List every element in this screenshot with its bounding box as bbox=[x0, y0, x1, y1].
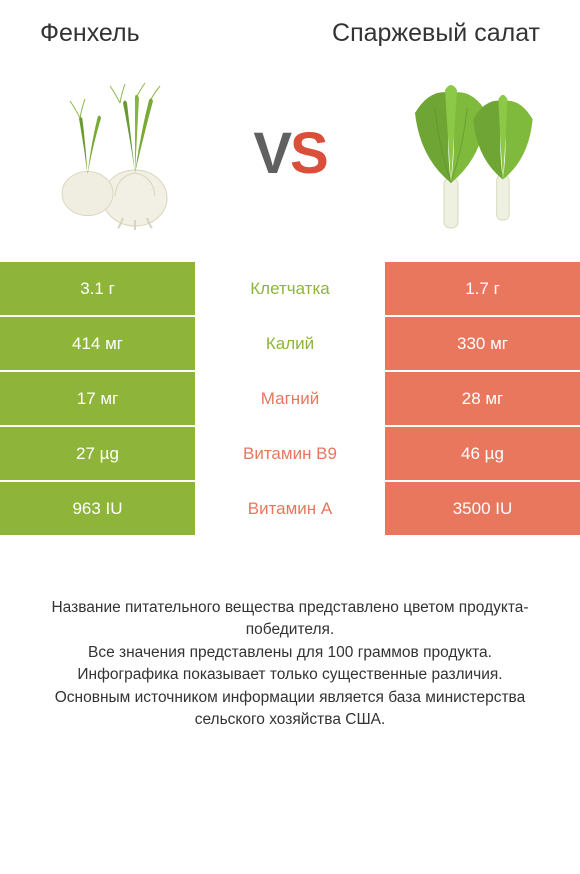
nutrient-label: Магний bbox=[195, 372, 385, 425]
footer-line: Все значения представлены для 100 граммо… bbox=[28, 642, 552, 664]
vs-letter-s: S bbox=[290, 121, 327, 186]
header: Фенхель Спаржевый салат bbox=[0, 0, 580, 56]
nutrient-row: 3.1 гКлетчатка1.7 г bbox=[0, 262, 580, 317]
footer-line: Название питательного вещества представл… bbox=[28, 597, 552, 642]
right-value: 1.7 г bbox=[385, 262, 580, 315]
nutrient-label: Калий bbox=[195, 317, 385, 370]
nutrient-label: Клетчатка bbox=[195, 262, 385, 315]
right-value: 330 мг bbox=[385, 317, 580, 370]
left-value: 414 мг bbox=[0, 317, 195, 370]
fennel-illustration bbox=[40, 68, 210, 238]
right-value: 28 мг bbox=[385, 372, 580, 425]
nutrient-row: 27 µgВитамин B946 µg bbox=[0, 427, 580, 482]
celtuce-illustration bbox=[370, 68, 540, 238]
footer-line: Основным источником информации является … bbox=[28, 687, 552, 732]
left-value: 17 мг bbox=[0, 372, 195, 425]
left-value: 963 IU bbox=[0, 482, 195, 535]
footer-line: Инфографика показывает только существенн… bbox=[28, 664, 552, 686]
right-value: 3500 IU bbox=[385, 482, 580, 535]
nutrient-label: Витамин B9 bbox=[195, 427, 385, 480]
left-product-image bbox=[40, 68, 210, 238]
left-product-title: Фенхель bbox=[40, 18, 290, 48]
right-value: 46 µg bbox=[385, 427, 580, 480]
footer-notes: Название питательного вещества представл… bbox=[0, 537, 580, 732]
product-images-row: VS bbox=[0, 56, 580, 262]
nutrient-row: 963 IUВитамин A3500 IU bbox=[0, 482, 580, 537]
vs-letter-v: V bbox=[253, 121, 290, 186]
right-product-title: Спаржевый салат bbox=[290, 18, 540, 48]
nutrient-label: Витамин A bbox=[195, 482, 385, 535]
right-product-image bbox=[370, 68, 540, 238]
left-value: 3.1 г bbox=[0, 262, 195, 315]
nutrient-row: 17 мгМагний28 мг bbox=[0, 372, 580, 427]
left-value: 27 µg bbox=[0, 427, 195, 480]
vs-label: VS bbox=[253, 120, 326, 187]
nutrient-row: 414 мгКалий330 мг bbox=[0, 317, 580, 372]
nutrient-table: 3.1 гКлетчатка1.7 г414 мгКалий330 мг17 м… bbox=[0, 262, 580, 537]
